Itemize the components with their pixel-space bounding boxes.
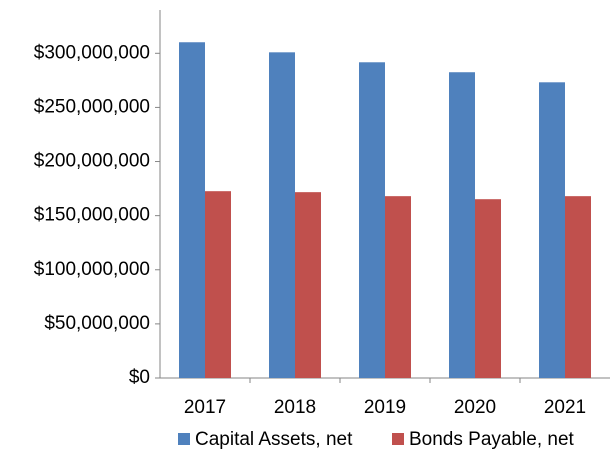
bar — [385, 196, 411, 378]
y-tick-label: $50,000,000 — [44, 313, 150, 334]
legend-label: Bonds Payable, net — [409, 429, 575, 450]
legend-swatch — [392, 433, 404, 445]
bar — [269, 52, 295, 378]
bar — [539, 82, 565, 378]
x-tick-label: 2019 — [364, 397, 406, 418]
x-tick-label: 2021 — [544, 397, 586, 418]
y-tick-label: $300,000,000 — [34, 42, 150, 63]
y-tick-label: $100,000,000 — [34, 259, 150, 280]
bar — [449, 72, 475, 378]
x-tick-label: 2017 — [184, 397, 226, 418]
bar — [359, 62, 385, 378]
bar — [205, 191, 231, 378]
x-tick-label: 2020 — [454, 397, 496, 418]
x-tick-label: 2018 — [274, 397, 316, 418]
legend-swatch — [178, 433, 190, 445]
bar — [475, 199, 501, 378]
bar — [565, 196, 591, 378]
bar — [179, 42, 205, 378]
y-tick-label: $150,000,000 — [34, 205, 150, 226]
y-tick-label: $0 — [129, 367, 150, 388]
y-tick-label: $250,000,000 — [34, 96, 150, 117]
bar — [295, 192, 321, 378]
y-tick-label: $200,000,000 — [34, 151, 150, 172]
legend-label: Capital Assets, net — [195, 429, 353, 450]
